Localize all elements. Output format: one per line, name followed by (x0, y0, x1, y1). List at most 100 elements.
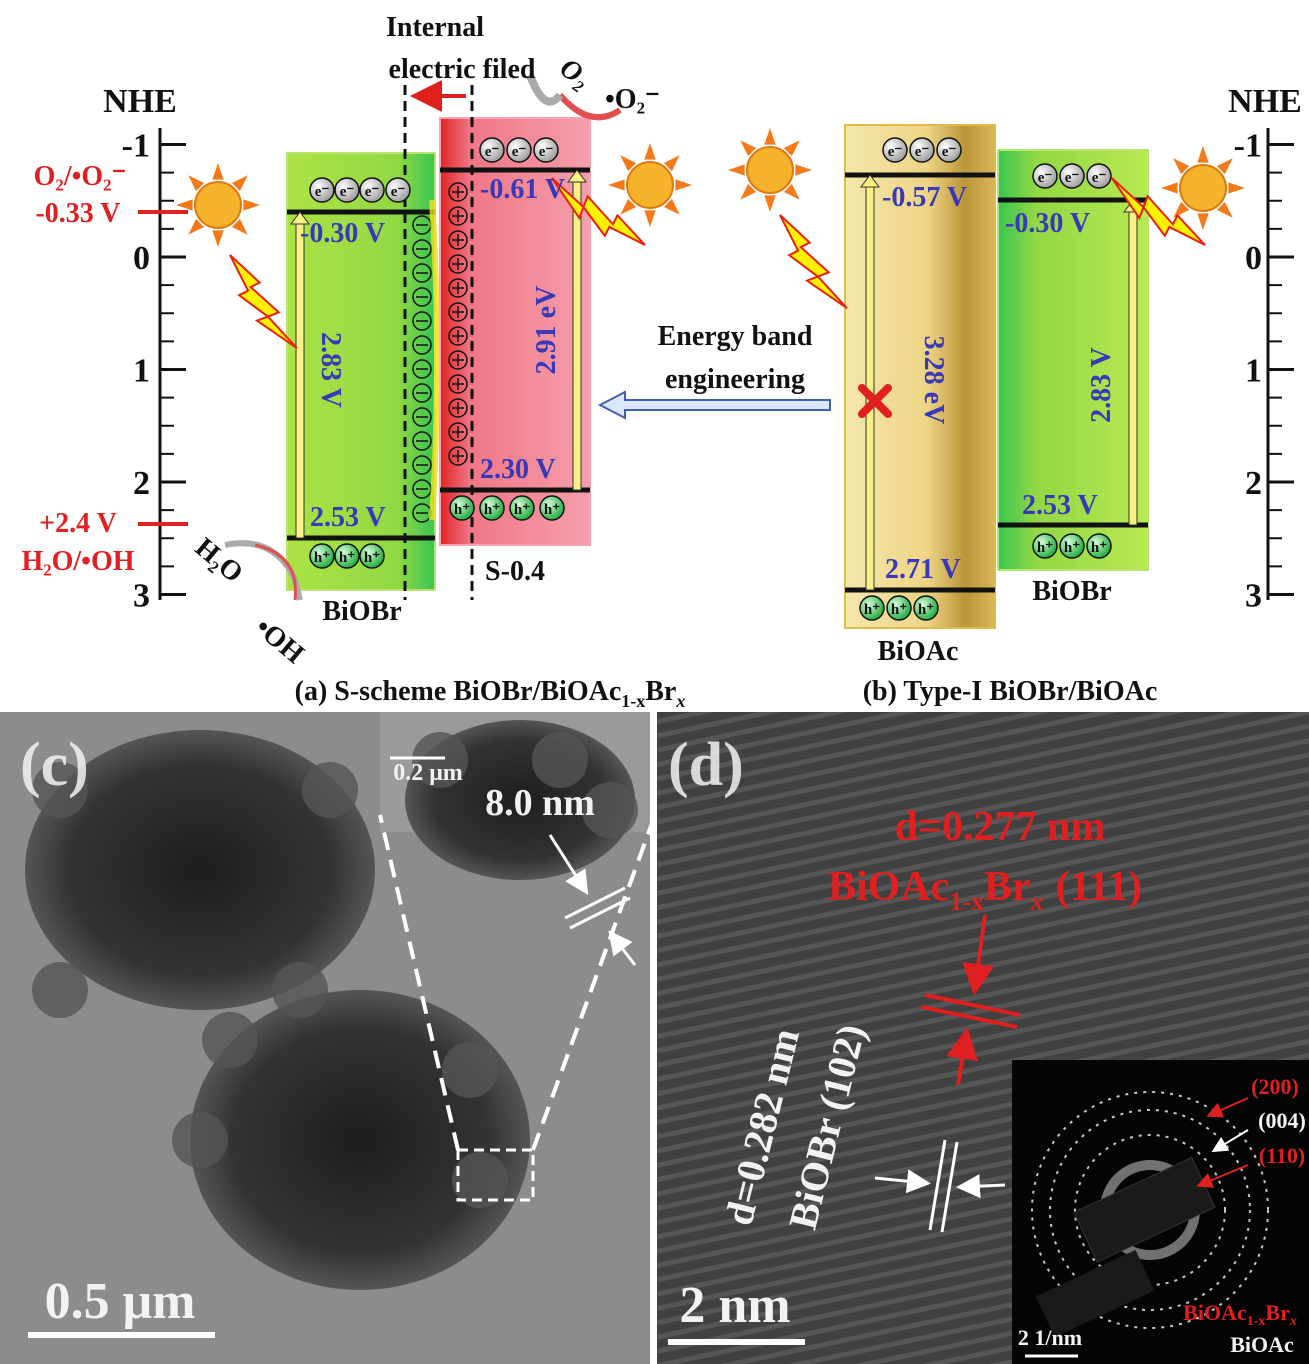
axis-tick-label: 1 (133, 353, 150, 390)
particle-edge (202, 1012, 258, 1068)
carrier-label: h⁺ (544, 502, 560, 518)
carrier-label: h⁺ (891, 602, 907, 618)
particle-edge (32, 962, 88, 1018)
carrier-label: h⁺ (314, 550, 330, 566)
sun (195, 182, 241, 228)
band-gap: 2.83 V (1086, 347, 1117, 423)
carrier-label: h⁺ (454, 502, 470, 518)
redox-couple: H₂O/•OH (21, 546, 134, 577)
axis-tick-label: -1 (1234, 128, 1262, 165)
axis-tick-label: 3 (133, 578, 150, 615)
cb-potential: -0.30 V (1005, 208, 1090, 239)
caption-part: Br (645, 676, 676, 707)
axis-tick-label: 2 (133, 465, 150, 502)
scale-bar-label: 2 1/nm (1018, 1325, 1082, 1350)
carrier-label: h⁺ (339, 550, 355, 566)
carrier-label: e⁻ (942, 144, 957, 160)
panel-label: (d) (668, 731, 744, 799)
label-sub: x (1289, 1314, 1297, 1329)
lattice-label: d=0.277 nm (895, 804, 1106, 850)
redox-couple: O₂/•O₂⁻ (34, 161, 127, 192)
excitation-arrow (866, 185, 874, 590)
lattice-label: BiOAc1-xBrx(111) (828, 864, 1142, 916)
particle-edge (172, 1112, 228, 1168)
particle-edge (442, 1042, 498, 1098)
cb-potential: -0.57 V (882, 182, 967, 213)
particle-edge (302, 762, 358, 818)
arrow-label: Energy band (658, 321, 813, 352)
species-label: •O₂⁻ (605, 84, 660, 115)
band-gap: 3.28 eV (918, 336, 949, 425)
sun (627, 162, 673, 208)
excitation-arrow (573, 180, 581, 490)
carrier-label: e⁻ (485, 144, 500, 160)
material-name: S-0.4 (485, 556, 545, 587)
carrier-label: h⁺ (1037, 540, 1053, 556)
particle-edge (272, 962, 328, 1018)
carrier-label: e⁻ (365, 184, 380, 200)
carrier-label: e⁻ (1092, 170, 1107, 186)
carrier-label: e⁻ (539, 144, 554, 160)
carrier-label: e⁻ (391, 184, 406, 200)
excitation-arrow (296, 222, 304, 538)
axis-title: NHE (1228, 83, 1302, 120)
phase-label: BiOAc (1230, 1332, 1294, 1357)
ring-index: (200) (1251, 1074, 1299, 1099)
field-label: Internal (386, 12, 484, 43)
label-part: BiOAc (828, 864, 949, 910)
band-gap: 2.91 eV (531, 286, 562, 375)
label-sub: 1-x (1247, 1314, 1266, 1329)
vb-potential: 2.71 V (885, 554, 961, 585)
material-name: BiOAc (878, 636, 959, 667)
axis-tick-label: 3 (1245, 578, 1262, 615)
carrier-label: h⁺ (918, 602, 934, 618)
sun (1180, 165, 1226, 211)
figure: -10123-10123e⁻e⁻e⁻e⁻h⁺h⁺h⁺e⁻e⁻e⁻h⁺h⁺h⁺h⁺… (0, 0, 1309, 1364)
carrier-label: e⁻ (315, 184, 330, 200)
scale-bar-label: 0.5 μm (45, 1273, 196, 1330)
ring-index: (110) (1259, 1143, 1305, 1168)
axis-tick-label: 2 (1245, 465, 1262, 502)
caption-part: (a) S-scheme BiOBr/BiOAc (295, 676, 622, 707)
caption-sub: 1-x (621, 691, 645, 711)
label-part: BiOAc (1183, 1300, 1247, 1325)
vb-potential: 2.53 V (310, 502, 386, 533)
carrier-label: h⁺ (364, 550, 380, 566)
ring-index: (004) (1258, 1108, 1306, 1133)
carrier-label: h⁺ (514, 502, 530, 518)
caption-sub: x (675, 691, 685, 711)
band-gap: 2.83 V (315, 332, 346, 408)
carrier-label: e⁻ (340, 184, 355, 200)
carrier-label: e⁻ (888, 144, 903, 160)
particle-edge (532, 732, 588, 788)
axis-tick-label: 1 (1245, 353, 1262, 390)
carrier-label: e⁻ (1038, 170, 1053, 186)
vb-potential: 2.30 V (480, 454, 556, 485)
arrow-label: engineering (665, 364, 805, 395)
axis-tick-label: -1 (122, 128, 150, 165)
vb-potential: 2.53 V (1022, 490, 1098, 521)
label-part: Br (984, 864, 1031, 910)
redox-potential: -0.33 V (35, 198, 120, 229)
carrier-label: h⁺ (1064, 540, 1080, 556)
page: -10123-10123e⁻e⁻e⁻e⁻h⁺h⁺h⁺e⁻e⁻e⁻h⁺h⁺h⁺h⁺… (0, 0, 1309, 1364)
carrier-label: e⁻ (1065, 170, 1080, 186)
sun (747, 147, 793, 193)
redox-potential: +2.4 V (39, 508, 117, 539)
carrier-label: e⁻ (915, 144, 930, 160)
label-sub: x (1030, 887, 1044, 916)
carrier-label: h⁺ (864, 602, 880, 618)
material-name: BiOBr (322, 596, 401, 627)
material-name: BiOBr (1032, 576, 1111, 607)
caption: (b) Type-I BiOBr/BiOAc (863, 676, 1158, 707)
cb-potential: -0.61 V (480, 174, 565, 205)
carrier-label: h⁺ (1091, 540, 1107, 556)
label-part: Br (1265, 1300, 1290, 1325)
panel-label: (c) (20, 731, 89, 799)
field-label: electric filed (389, 54, 536, 85)
scale-bar-label: 2 nm (679, 1277, 790, 1334)
scale-bar-label: 0.2 μm (393, 760, 463, 786)
carrier-label: h⁺ (484, 502, 500, 518)
label-part: (111) (1056, 864, 1142, 910)
fringe-arrow (962, 1185, 1005, 1187)
